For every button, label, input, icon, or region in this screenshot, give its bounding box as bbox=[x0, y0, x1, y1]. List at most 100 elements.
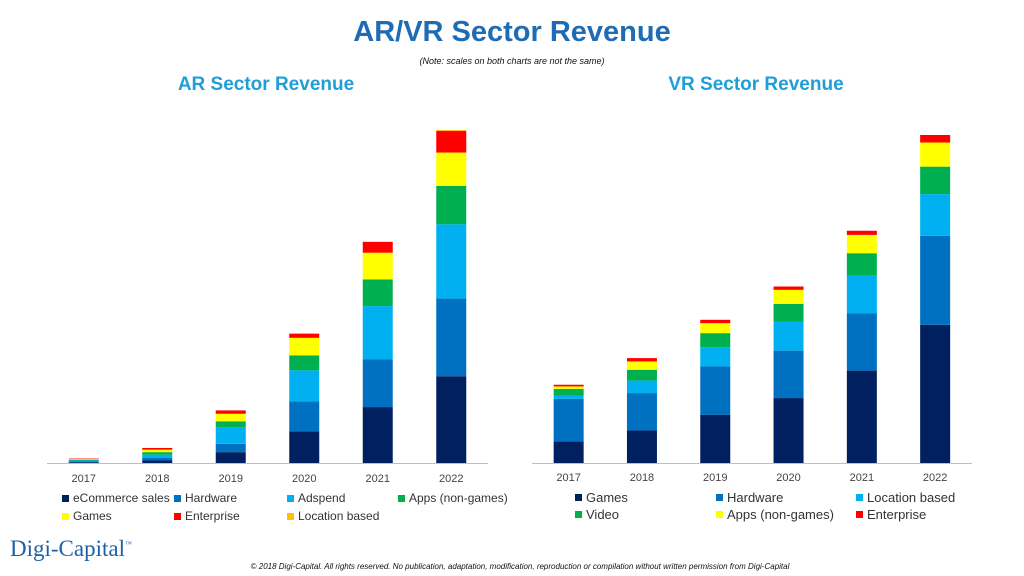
ar-bar-2019-series-2 bbox=[215, 427, 246, 444]
vr-bar-2017-series-1 bbox=[553, 398, 584, 442]
vr-bar-2020-series-1 bbox=[773, 350, 804, 399]
ar-legend-swatch bbox=[287, 512, 294, 520]
vr-bar-2019-series-3 bbox=[700, 333, 731, 348]
page-title: AR/VR Sector Revenue bbox=[353, 16, 671, 48]
vr-bar-2018-series-2 bbox=[626, 380, 657, 394]
vr-bar-2021-series-2 bbox=[846, 275, 877, 314]
ar-legend-label: Hardware bbox=[185, 491, 238, 505]
vr-legend-item: Apps (non-games) bbox=[716, 507, 834, 522]
vr-bar-2020-series-0 bbox=[773, 398, 804, 463]
ar-legend-label: Adspend bbox=[298, 491, 346, 505]
vr-legend-swatch bbox=[856, 494, 863, 501]
vr-bar-2022-series-2 bbox=[920, 194, 951, 236]
ar-bar-2018-series-1 bbox=[142, 457, 173, 461]
ar-bar-2018-series-4 bbox=[142, 449, 173, 453]
vr-bar-2018-series-3 bbox=[626, 369, 657, 381]
ar-legend-item: Hardware bbox=[174, 491, 237, 505]
vr-bar-2018-series-1 bbox=[626, 393, 657, 431]
ar-legend-swatch bbox=[287, 494, 294, 502]
vr-legend-label: Hardware bbox=[727, 490, 784, 505]
vr-tick-label: 2021 bbox=[850, 472, 874, 484]
vr-legend-item: Video bbox=[575, 507, 619, 522]
vr-legend-item: Location based bbox=[856, 490, 955, 505]
ar-legend-label: Games bbox=[73, 509, 112, 523]
ar-tick-label: 2022 bbox=[439, 473, 463, 485]
ar-chart-title: AR Sector Revenue bbox=[177, 74, 355, 95]
vr-legend-item: Enterprise bbox=[856, 507, 926, 522]
ar-legend-item: Adspend bbox=[287, 491, 345, 505]
vr-bar-2021-series-3 bbox=[846, 253, 877, 276]
ar-bar-2021-series-3 bbox=[362, 279, 393, 307]
ar-legend-swatch bbox=[62, 512, 69, 520]
ar-bar-2022-series-6 bbox=[436, 130, 467, 131]
vr-bar-2018-series-0 bbox=[626, 430, 657, 463]
ar-tick-label: 2020 bbox=[292, 473, 316, 485]
vr-bar-2017-series-5 bbox=[553, 384, 584, 387]
ar-tick-label: 2021 bbox=[366, 473, 390, 485]
ar-legend-label: eCommerce sales bbox=[73, 491, 170, 505]
vr-bar-2020-series-3 bbox=[773, 303, 804, 322]
ar-bar-2020-series-5 bbox=[289, 333, 320, 338]
vr-legend-label: Apps (non-games) bbox=[727, 507, 834, 522]
ar-bar-2020-series-3 bbox=[289, 355, 320, 371]
vr-bar-2021-series-1 bbox=[846, 313, 877, 371]
ar-legend-label: Location based bbox=[298, 509, 380, 523]
vr-legend-swatch bbox=[575, 511, 582, 518]
ar-bar-2018-series-5 bbox=[142, 447, 173, 450]
ar-bar-2017-series-4 bbox=[68, 458, 99, 460]
vr-legend-swatch bbox=[856, 511, 863, 518]
ar-legend-swatch bbox=[174, 494, 181, 502]
ar-legend-swatch bbox=[174, 512, 181, 520]
ar-bar-2019-series-1 bbox=[215, 443, 246, 453]
ar-bar-2021-series-4 bbox=[362, 252, 393, 280]
ar-bar-2022-series-2 bbox=[436, 224, 467, 299]
vr-tick-label: 2017 bbox=[556, 472, 580, 484]
ar-tick-label: 2019 bbox=[219, 473, 243, 485]
ar-bar-2019-series-0 bbox=[215, 452, 246, 463]
scale-note: (Note: scales on both charts are not the… bbox=[419, 56, 605, 66]
vr-bar-2017-series-4 bbox=[553, 386, 584, 389]
ar-bar-2020-series-0 bbox=[289, 431, 320, 463]
ar-bar-2020-series-1 bbox=[289, 401, 320, 432]
vr-bar-2020-series-2 bbox=[773, 321, 804, 351]
vr-bar-2021-series-4 bbox=[846, 234, 877, 254]
ar-bar-2022-series-1 bbox=[436, 298, 467, 377]
vr-bar-2017-series-3 bbox=[553, 388, 584, 396]
vr-legend-swatch bbox=[716, 494, 723, 501]
vr-legend-swatch bbox=[575, 494, 582, 501]
ar-legend-item: Location based bbox=[287, 509, 379, 523]
ar-bar-2019-series-4 bbox=[215, 413, 246, 422]
vr-bar-2020-series-5 bbox=[773, 286, 804, 290]
ar-tick-label: 2017 bbox=[72, 473, 96, 485]
ar-legend-item: Apps (non-games) bbox=[398, 491, 508, 505]
vr-tick-label: 2019 bbox=[703, 472, 727, 484]
ar-bar-2021-series-1 bbox=[362, 359, 393, 408]
ar-legend-item: eCommerce sales bbox=[62, 491, 170, 505]
ar-bar-2018-series-0 bbox=[142, 460, 173, 463]
vr-legend-item: Hardware bbox=[716, 490, 783, 505]
vr-bar-2019-series-0 bbox=[700, 414, 731, 463]
ar-legend-item: Enterprise bbox=[174, 509, 240, 523]
vr-tick-label: 2022 bbox=[923, 472, 947, 484]
ar-bar-2019-series-5 bbox=[215, 410, 246, 414]
vr-bar-2021-series-5 bbox=[846, 230, 877, 235]
digi-capital-logo: Digi-Capital™ bbox=[10, 536, 132, 561]
copyright-footer: © 2018 Digi-Capital. All rights reserved… bbox=[250, 562, 790, 571]
ar-legend-swatch bbox=[62, 494, 69, 502]
vr-legend-label: Enterprise bbox=[867, 507, 927, 522]
vr-bar-2022-series-1 bbox=[920, 235, 951, 325]
vr-bar-2019-series-2 bbox=[700, 347, 731, 367]
ar-bar-2017-series-2 bbox=[68, 460, 99, 462]
vr-bar-2017-series-2 bbox=[553, 395, 584, 399]
vr-tick-label: 2020 bbox=[776, 472, 800, 484]
vr-bar-2022-series-4 bbox=[920, 142, 951, 167]
vr-bar-2022-series-3 bbox=[920, 166, 951, 195]
vr-bar-2022-series-0 bbox=[920, 324, 951, 463]
ar-bar-2022-series-0 bbox=[436, 376, 467, 463]
ar-bar-2017-series-1 bbox=[68, 461, 99, 463]
vr-bar-2019-series-1 bbox=[700, 366, 731, 415]
vr-legend-label: Games bbox=[586, 490, 628, 505]
ar-bar-2019-series-3 bbox=[215, 421, 246, 428]
vr-bar-2019-series-4 bbox=[700, 323, 731, 334]
vr-tick-label: 2018 bbox=[630, 472, 654, 484]
